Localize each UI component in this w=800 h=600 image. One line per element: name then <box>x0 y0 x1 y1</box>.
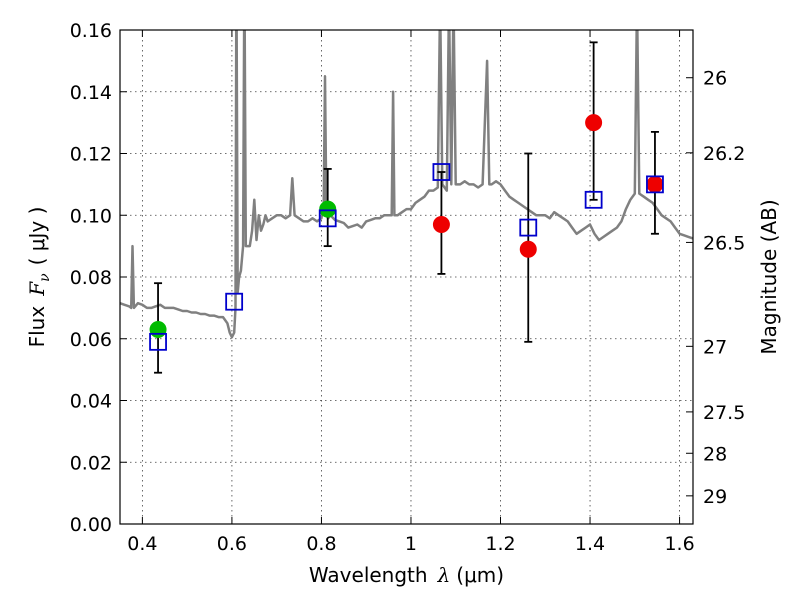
observed_measured-point <box>519 240 537 258</box>
x-axis-label-prefix: Wavelength <box>309 563 428 587</box>
y-tick-label: 0.14 <box>70 82 112 104</box>
observed_detected-point <box>149 320 167 338</box>
y-tick-label: 0.08 <box>70 267 112 289</box>
x-tick-label: 1 <box>405 533 417 555</box>
y-axis-label-subscript: ν <box>37 273 53 282</box>
observed_measured-point <box>585 114 603 132</box>
model_photometry-point <box>584 190 603 209</box>
model_photometry-point <box>646 175 664 194</box>
x-tick-label: 1.4 <box>575 533 605 555</box>
model_photometry-point <box>519 218 538 237</box>
y-axis-label: Flux Fν ( μJy ) <box>25 207 53 348</box>
y-tick-label: 0.04 <box>70 391 112 413</box>
y-tick-label: 0.12 <box>70 144 112 166</box>
model_photometry-point <box>225 292 244 311</box>
y2-tick-label: 27 <box>703 336 727 358</box>
x-tick-label: 1.2 <box>485 533 515 555</box>
model_photometry-point <box>318 209 337 228</box>
x-tick-label: 0.4 <box>127 533 157 555</box>
x-axis-label: Wavelength λ (μm) <box>309 563 504 587</box>
y-tick-label: 0.02 <box>70 452 112 474</box>
model_photometry-point <box>149 332 167 351</box>
data-marks-layer <box>149 41 664 374</box>
model_photometry-point <box>432 163 451 181</box>
x-tick-label: 1.6 <box>664 533 694 555</box>
x-tick-label: 0.8 <box>306 533 336 555</box>
y2-tick-label: 26 <box>703 68 727 90</box>
x-axis-label-symbol: λ <box>437 563 451 587</box>
observed_measured-point <box>432 216 450 234</box>
x-tick-label: 0.6 <box>217 533 247 555</box>
axis-ticks <box>120 29 693 525</box>
tick-labels: 0.4 0.6 0.8 1 1.2 1.4 1.6 0.00 0.02 0.04 0.06 0.08 0… <box>70 20 746 555</box>
y-axis-label-symbol: F <box>25 281 49 297</box>
y2-tick-label: 27.5 <box>703 402 745 424</box>
y-tick-label: 0.06 <box>70 329 112 351</box>
y2-tick-label: 26.5 <box>703 232 745 254</box>
y-axis-label-prefix: Flux <box>25 306 49 348</box>
model-spectrum-layer <box>120 30 693 339</box>
y2-tick-label: 26.2 <box>703 143 745 165</box>
y-tick-label: 0.00 <box>70 514 112 536</box>
grid-lines <box>120 29 693 525</box>
y2-tick-label: 29 <box>703 486 727 508</box>
y-tick-label: 0.16 <box>70 20 112 42</box>
observed_measured-point <box>646 175 664 193</box>
observed_detected-point <box>319 200 337 218</box>
y2-tick-label: 28 <box>703 443 727 465</box>
model-spectrum-line <box>120 30 693 339</box>
x-axis-label-units: (μm) <box>456 563 504 587</box>
y2-axis-label: Magnitude (AB) <box>757 199 781 354</box>
y-tick-label: 0.10 <box>70 205 112 227</box>
y-axis-label-units: ( μJy ) <box>25 207 49 266</box>
